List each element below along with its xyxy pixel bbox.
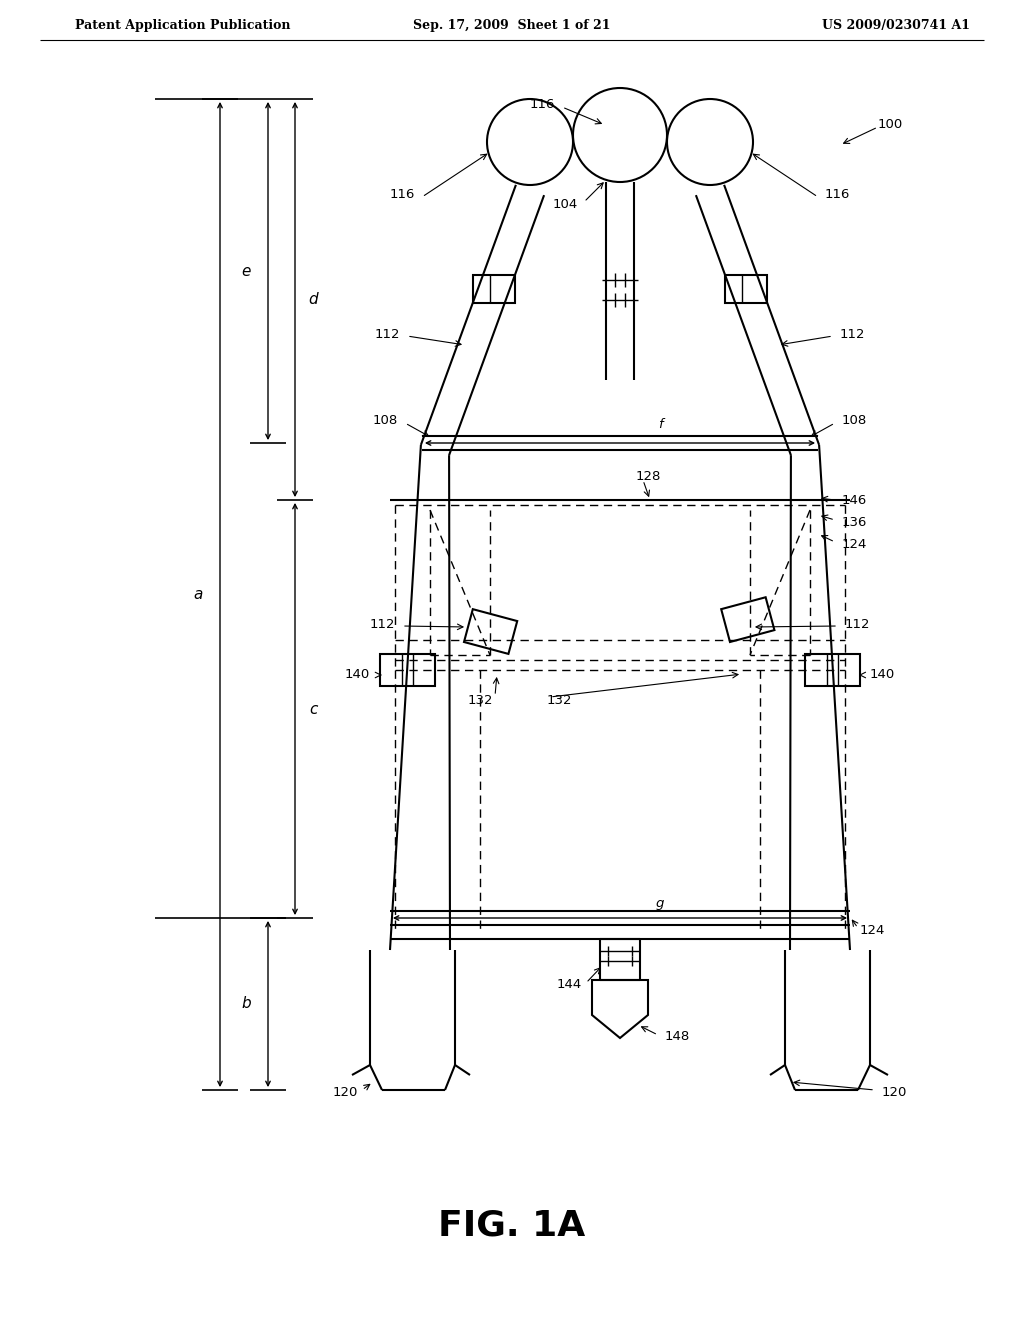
Text: 140: 140	[345, 668, 370, 681]
Bar	[721, 597, 774, 642]
Text: 148: 148	[665, 1031, 690, 1044]
Text: 112: 112	[840, 329, 865, 342]
Text: 144: 144	[557, 978, 582, 991]
Bar	[380, 653, 435, 686]
Text: 108: 108	[373, 413, 398, 426]
Text: 120: 120	[882, 1085, 907, 1098]
Text: 108: 108	[842, 413, 867, 426]
Text: Patent Application Publication: Patent Application Publication	[75, 18, 291, 32]
Text: Sep. 17, 2009  Sheet 1 of 21: Sep. 17, 2009 Sheet 1 of 21	[414, 18, 610, 32]
Text: 146: 146	[842, 494, 867, 507]
Text: 112: 112	[375, 329, 400, 342]
Text: b: b	[242, 997, 251, 1011]
Text: FIG. 1A: FIG. 1A	[438, 1208, 586, 1242]
Text: 104: 104	[553, 198, 578, 211]
Text: 136: 136	[842, 516, 867, 528]
Bar	[805, 653, 860, 686]
Text: 116: 116	[825, 189, 850, 202]
Text: 116: 116	[389, 189, 415, 202]
Text: 132: 132	[547, 693, 572, 706]
Text: e: e	[242, 264, 251, 279]
Text: 116: 116	[529, 99, 555, 111]
Bar	[725, 275, 767, 302]
Text: a: a	[194, 587, 203, 602]
Text: 124: 124	[860, 924, 886, 936]
Text: c: c	[309, 701, 317, 717]
Text: 120: 120	[333, 1085, 358, 1098]
Text: 100: 100	[878, 119, 903, 132]
Bar	[473, 275, 515, 302]
Text: d: d	[308, 292, 317, 308]
Bar	[464, 609, 517, 653]
Text: 112: 112	[845, 619, 870, 631]
Text: 128: 128	[636, 470, 662, 483]
Text: f: f	[657, 418, 663, 432]
Text: 112: 112	[370, 619, 395, 631]
Text: US 2009/0230741 A1: US 2009/0230741 A1	[822, 18, 970, 32]
Text: 132: 132	[468, 693, 493, 706]
Text: g: g	[655, 898, 665, 911]
Text: 124: 124	[842, 539, 867, 552]
Text: 140: 140	[870, 668, 895, 681]
